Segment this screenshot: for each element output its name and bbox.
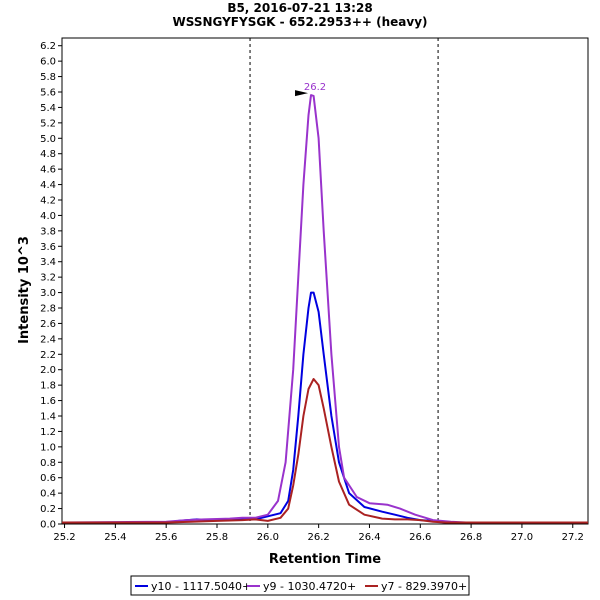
y-tick-label: 2.2 <box>40 350 56 361</box>
x-tick-label: 25.6 <box>155 532 177 543</box>
legend: y10 - 1117.5040+ y9 - 1030.4720+ y7 - 829.… <box>130 575 470 596</box>
y-tick-label: 4.2 <box>40 196 56 207</box>
x-tick-label: 27.0 <box>511 532 533 543</box>
legend-label: y9 - 1030.4720+ <box>263 580 356 593</box>
legend-box <box>130 575 470 596</box>
y-tick-label: 5.4 <box>40 103 56 114</box>
y-tick-label: 2.6 <box>40 319 56 330</box>
y-axis-label: Intensity 10^3 <box>17 236 32 344</box>
y-tick-label: 4.8 <box>40 149 56 160</box>
y-tick-label: 2.0 <box>40 365 56 376</box>
series-line <box>61 94 588 524</box>
y-tick-label: 1.2 <box>40 427 56 438</box>
x-axis: 25.2 25.4 25.6 25.8 26.0 26.2 26.4 26.6 26.8 27.0… <box>53 524 584 543</box>
y-tick-label: 1.0 <box>40 442 56 453</box>
chart-title: B5, 2016-07-21 13:28 <box>227 1 372 15</box>
plot-frame <box>61 37 589 525</box>
y-tick-label: 5.2 <box>40 118 56 129</box>
y-tick-label: 5.8 <box>40 72 56 83</box>
y-tick-label: 0.8 <box>40 458 56 469</box>
y-tick-label: 1.6 <box>40 396 56 407</box>
series-layer <box>61 94 588 524</box>
x-tick-label: 26.8 <box>460 532 482 543</box>
y-tick-label: 6.2 <box>40 41 56 52</box>
x-tick-label: 26.4 <box>358 532 380 543</box>
x-tick-label: 25.8 <box>206 532 228 543</box>
y-tick-label: 2.4 <box>40 334 56 345</box>
y-tick-label: 6.0 <box>40 57 56 68</box>
y-tick-label: 3.6 <box>40 242 56 253</box>
y-tick-label: 4.6 <box>40 165 56 176</box>
x-tick-label: 25.2 <box>53 532 75 543</box>
legend-label: y10 - 1117.5040+ <box>151 580 251 593</box>
peak-arrow-icon <box>295 90 309 97</box>
integration-bounds <box>249 38 439 524</box>
y-tick-label: 4.0 <box>40 211 56 222</box>
y-tick-label: 0.2 <box>40 504 56 515</box>
y-tick-label: 0.0 <box>40 520 56 531</box>
y-tick-label: 5.6 <box>40 88 56 99</box>
chart-subtitle: WSSNGYFYSGK - 652.2953++ (heavy) <box>173 15 428 29</box>
y-tick-label: 1.4 <box>40 412 56 423</box>
series-line <box>62 378 588 524</box>
y-tick-label: 3.0 <box>40 288 56 299</box>
x-axis-label: Retention Time <box>269 552 381 567</box>
y-tick-label: 3.8 <box>40 226 56 237</box>
legend-label: y7 - 829.3970+ <box>381 580 467 593</box>
plot-area <box>61 37 589 525</box>
y-tick-label: 5.0 <box>40 134 56 145</box>
x-tick-label: 25.4 <box>104 532 126 543</box>
y-tick-label: 4.4 <box>40 180 56 191</box>
y-tick-label: 0.4 <box>40 489 56 500</box>
y-tick-label: 3.4 <box>40 257 56 268</box>
x-tick-label: 26.0 <box>257 532 279 543</box>
peak-annotation: 26.2 <box>295 82 326 97</box>
y-tick-label: 1.8 <box>40 381 56 392</box>
x-tick-label: 27.2 <box>562 532 584 543</box>
y-tick-label: 3.2 <box>40 273 56 284</box>
y-axis: 0.0 0.2 0.4 0.6 0.8 1.0 1.2 1.4 1.6 1.8 2.0 2.2 2.4 2… <box>40 41 62 531</box>
y-tick-label: 0.6 <box>40 473 56 484</box>
x-tick-label: 26.6 <box>409 532 431 543</box>
y-tick-label: 2.8 <box>40 304 56 315</box>
peak-label: 26.2 <box>304 82 326 93</box>
x-tick-label: 26.2 <box>308 532 330 543</box>
